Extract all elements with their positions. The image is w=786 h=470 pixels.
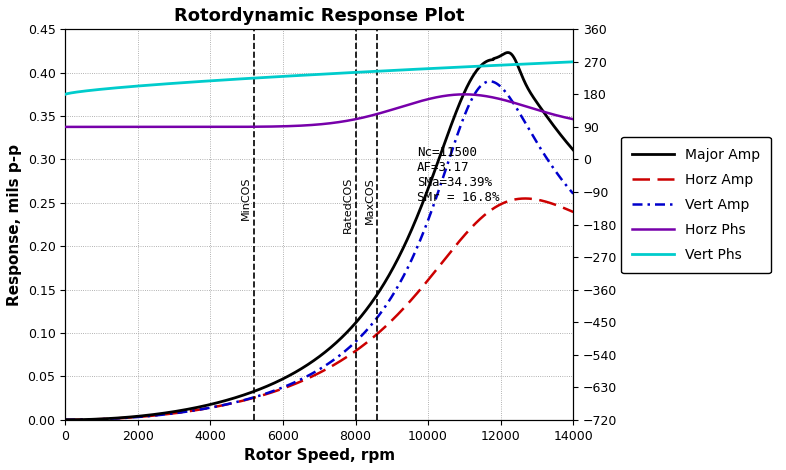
Text: MinCOS: MinCOS	[241, 177, 251, 220]
Title: Rotordynamic Response Plot: Rotordynamic Response Plot	[174, 7, 465, 25]
Text: Nc=11500
AF=3.17
SMa=34.39%
SMr = 16.8%: Nc=11500 AF=3.17 SMa=34.39% SMr = 16.8%	[417, 147, 500, 204]
X-axis label: Rotor Speed, rpm: Rotor Speed, rpm	[244, 448, 395, 463]
Text: RatedCOS: RatedCOS	[343, 177, 353, 233]
Y-axis label: Response, mils p-p: Response, mils p-p	[7, 143, 22, 306]
Text: MaxCOS: MaxCOS	[365, 177, 374, 224]
Legend: Major Amp, Horz Amp, Vert Amp, Horz Phs, Vert Phs: Major Amp, Horz Amp, Vert Amp, Horz Phs,…	[621, 137, 771, 274]
